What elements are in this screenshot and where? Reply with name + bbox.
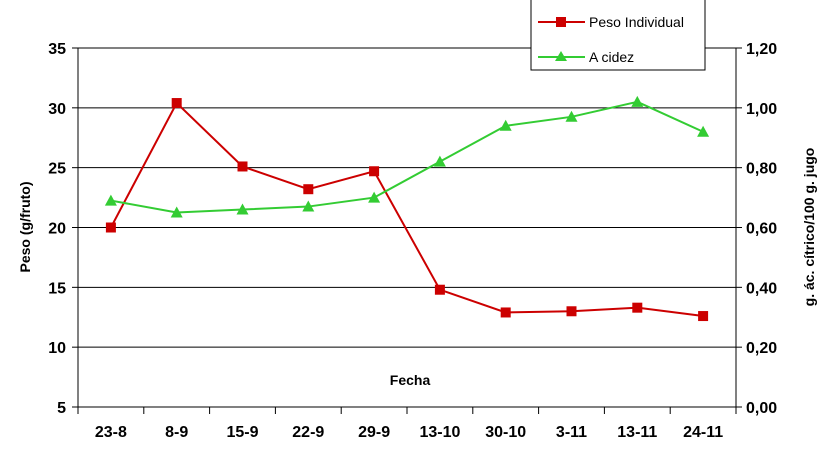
left-tick-label: 10 [48, 340, 66, 357]
right-axis-title: g. ác. cítrico/100 g. jugo [801, 148, 817, 307]
x-tick-label: 24-11 [683, 424, 723, 441]
axes [72, 47, 742, 414]
gridlines [78, 47, 736, 348]
x-axis-title: Fecha [390, 372, 431, 388]
data-point-acidez [697, 125, 710, 137]
left-axis-ticks: 5 10 15 20 25 30 35 [48, 41, 66, 417]
data-point-peso [171, 98, 182, 109]
data-point-acidez [236, 203, 249, 215]
right-tick-label: 0,20 [746, 340, 777, 357]
x-axis-ticks: 23-8 8-9 15-9 22-9 29-9 13-10 30-10 3-11 13-11 24… [95, 424, 723, 441]
data-point-acidez [631, 95, 644, 107]
left-tick-label: 25 [48, 161, 66, 178]
data-point-acidez [433, 155, 446, 167]
legend-label-acidez: A cidez [589, 49, 634, 65]
data-point-peso [369, 166, 380, 177]
left-tick-label: 5 [57, 400, 66, 417]
data-point-peso [698, 311, 709, 322]
data-point-peso [303, 184, 314, 195]
x-tick-label: 29-9 [358, 424, 390, 441]
series-line-0 [110, 101, 704, 318]
data-point-peso [237, 161, 248, 172]
legend-label-peso: Peso Individual [589, 14, 684, 30]
data-point-acidez [170, 206, 183, 218]
data-point-peso [566, 306, 577, 317]
right-tick-label: 0,00 [746, 400, 777, 417]
legend: Peso Individual A cidez [530, 0, 706, 71]
x-tick-label: 3-11 [556, 424, 587, 441]
right-tick-label: 0,60 [746, 221, 777, 238]
data-point-acidez [565, 110, 578, 122]
x-tick-label: 13-10 [419, 424, 460, 441]
data-point-peso [105, 222, 116, 233]
legend-marker-acidez [555, 51, 567, 61]
legend-marker-peso [556, 17, 566, 27]
series-layer [104, 95, 710, 322]
x-tick-label: 8-9 [165, 424, 188, 441]
left-tick-label: 35 [48, 41, 66, 58]
data-point-peso [500, 307, 511, 318]
left-axis-title: Peso (g/fruto) [17, 182, 33, 273]
x-tick-label: 15-9 [226, 424, 258, 441]
data-point-peso [632, 302, 643, 313]
x-tick-label: 13-11 [617, 424, 657, 441]
x-tick-label: 30-10 [485, 424, 526, 441]
right-tick-label: 1,20 [746, 41, 777, 58]
series-line-1 [110, 100, 704, 214]
x-tick-label: 22-9 [292, 424, 324, 441]
x-tick-label: 23-8 [95, 424, 127, 441]
right-tick-label: 1,00 [746, 101, 777, 118]
data-point-acidez [104, 194, 117, 206]
left-tick-label: 30 [48, 101, 66, 118]
left-tick-label: 20 [48, 221, 66, 238]
left-tick-label: 15 [48, 280, 66, 297]
data-point-acidez [499, 119, 512, 131]
right-tick-label: 0,40 [746, 280, 777, 297]
data-point-peso [434, 284, 445, 295]
right-axis-ticks: 0,00 0,20 0,40 0,60 0,80 1,00 1,20 [746, 41, 777, 417]
data-point-acidez [368, 191, 381, 203]
right-tick-label: 0,80 [746, 161, 777, 178]
data-point-acidez [302, 200, 315, 212]
